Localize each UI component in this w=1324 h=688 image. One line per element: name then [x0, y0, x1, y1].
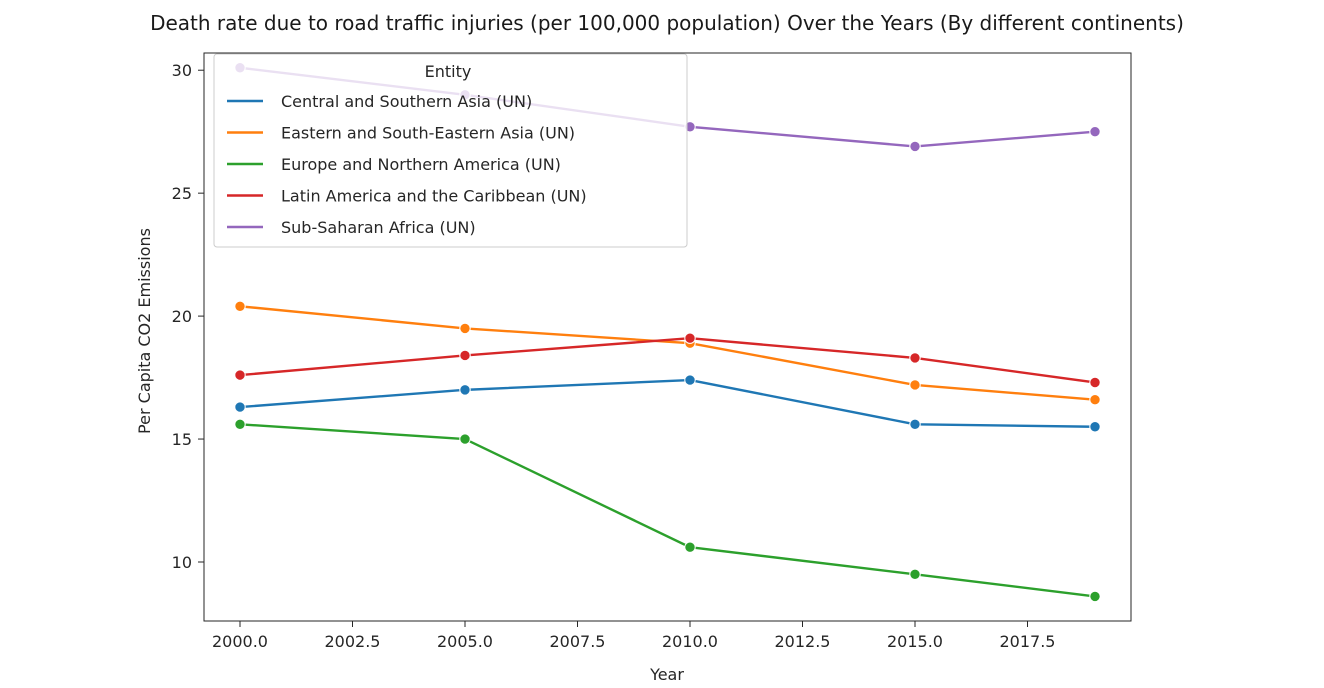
plot-frame: [203, 52, 1132, 622]
y-axis-label: Per Capita CO2 Emissions: [135, 228, 154, 434]
legend-entry: Eastern and South-Eastern Asia (UN): [281, 124, 575, 143]
chart-title: Death rate due to road traffic injuries …: [150, 11, 1184, 35]
legend-title: Entity: [425, 62, 472, 81]
data-point: [234, 369, 246, 381]
data-point: [909, 379, 921, 391]
data-point: [234, 401, 246, 413]
x-tick-label: 2017.5: [1000, 632, 1056, 651]
data-point: [459, 322, 471, 335]
y-tick-label: 30: [172, 61, 192, 80]
x-tick-label: 2015.0: [887, 632, 943, 651]
series-line: [239, 337, 1096, 384]
data-point: [909, 568, 921, 580]
data-point: [684, 541, 696, 553]
x-tick-label: 2012.5: [775, 632, 831, 651]
data-point: [684, 374, 696, 386]
data-point: [459, 433, 471, 445]
legend-entry: Sub-Saharan Africa (UN): [281, 218, 476, 237]
axes: 2000.0 2002.5 2005.0 2007.5 2010.0 2012.5 2015…: [172, 52, 1132, 651]
data-point: [909, 418, 921, 430]
series-1: [234, 300, 1101, 406]
y-tick-label: 10: [172, 553, 192, 572]
x-tick-label: 2010.0: [662, 632, 718, 651]
legend-box: [213, 53, 688, 248]
series-0: [234, 374, 1101, 433]
data-point: [234, 418, 246, 430]
x-tick-label: 2007.5: [550, 632, 606, 651]
data-point: [459, 349, 471, 362]
data-point: [1089, 125, 1101, 138]
data-point: [1089, 590, 1101, 603]
series-line: [239, 305, 1096, 401]
data-point: [234, 300, 246, 312]
x-tick-label: 2000.0: [212, 632, 268, 651]
y-tick-label: 20: [172, 307, 192, 326]
data-point: [909, 140, 921, 153]
y-tick-label: 25: [172, 184, 192, 203]
data-point: [459, 384, 471, 396]
data-point: [1089, 394, 1101, 406]
x-axis-label: Year: [649, 665, 684, 684]
series-line: [239, 423, 1096, 598]
series-2: [234, 418, 1101, 603]
data-point: [684, 332, 696, 344]
series-3: [234, 332, 1101, 389]
x-tick-label: 2002.5: [325, 632, 381, 651]
legend-entry: Latin America and the Caribbean (UN): [281, 187, 587, 206]
series-line: [239, 378, 1096, 428]
data-point: [1089, 421, 1101, 433]
legend-entry: Europe and Northern America (UN): [281, 155, 561, 174]
data-point: [909, 352, 921, 364]
y-tick-label: 15: [172, 430, 192, 449]
data-point: [1089, 376, 1101, 389]
legend-entry: Central and Southern Asia (UN): [281, 92, 532, 111]
legend: Entity Central and Southern Asia (UN) East…: [213, 53, 688, 248]
x-tick-label: 2005.0: [437, 632, 493, 651]
